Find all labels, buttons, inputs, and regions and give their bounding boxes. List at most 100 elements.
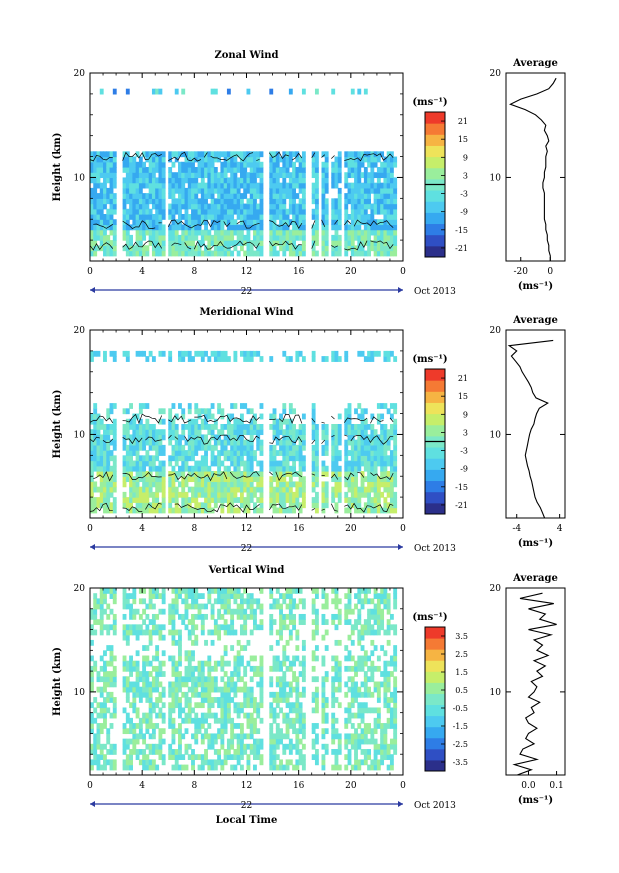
heatmap-cell bbox=[129, 486, 133, 493]
heatmap-cell bbox=[279, 450, 283, 456]
heatmap-cell bbox=[380, 728, 385, 735]
heatmap-cell bbox=[181, 460, 186, 467]
heatmap-cell bbox=[220, 712, 225, 719]
heatmap-cell bbox=[357, 707, 362, 714]
heatmap-cell bbox=[135, 439, 140, 446]
colorbar-swatch bbox=[425, 402, 445, 415]
heatmap-cell bbox=[363, 172, 368, 179]
heatmap-cell bbox=[292, 151, 297, 158]
heatmap-cell bbox=[370, 476, 375, 483]
heatmap-cell bbox=[389, 229, 394, 236]
heatmap-cell bbox=[217, 156, 222, 163]
heatmap-cell bbox=[109, 655, 114, 662]
heatmap-cell bbox=[380, 723, 385, 729]
heatmap-cell bbox=[217, 754, 222, 761]
heatmap-cell bbox=[246, 497, 251, 503]
heatmap-cell bbox=[370, 733, 375, 740]
heatmap-cell bbox=[256, 497, 261, 503]
heatmap-cell bbox=[138, 471, 143, 477]
heatmap-cell bbox=[389, 759, 394, 766]
heatmap-cell bbox=[223, 214, 228, 220]
heatmap-cell bbox=[103, 650, 107, 657]
heatmap-cell bbox=[279, 634, 283, 641]
heatmap-cell bbox=[93, 697, 98, 703]
heatmap-cell bbox=[285, 444, 290, 451]
heatmap-cell bbox=[151, 161, 156, 168]
heatmap-cell bbox=[148, 167, 153, 173]
x-tick-label: 12 bbox=[241, 524, 252, 534]
heatmap-cell bbox=[314, 208, 319, 215]
heatmap-cell bbox=[367, 455, 371, 462]
heatmap-cell bbox=[96, 743, 101, 750]
heatmap-cell bbox=[249, 198, 254, 205]
heatmap-cell bbox=[204, 502, 208, 509]
heatmap-cell bbox=[292, 707, 297, 714]
heatmap-cell bbox=[138, 408, 143, 415]
heatmap-cell bbox=[90, 624, 94, 631]
heatmap-cell bbox=[112, 224, 117, 231]
heatmap-cell bbox=[210, 613, 215, 620]
heatmap-cell bbox=[226, 161, 231, 168]
heatmap-cell bbox=[103, 497, 107, 503]
heatmap-cell bbox=[213, 187, 218, 194]
heatmap-cell bbox=[99, 707, 104, 714]
heatmap-cell bbox=[311, 665, 316, 672]
heatmap-cell bbox=[275, 193, 280, 199]
heatmap-cell bbox=[168, 439, 173, 446]
heatmap-cell bbox=[344, 151, 349, 158]
heatmap-cell bbox=[246, 691, 251, 698]
contour-line bbox=[89, 242, 114, 251]
heatmap-cell bbox=[138, 203, 143, 210]
heatmap-cell bbox=[226, 697, 231, 703]
heatmap-cell bbox=[389, 167, 394, 173]
heatmap-cell bbox=[207, 481, 212, 488]
heatmap-cell bbox=[204, 172, 208, 179]
heatmap-cell bbox=[386, 219, 391, 226]
heatmap-cell bbox=[298, 728, 303, 735]
heatmap-cell bbox=[367, 754, 371, 761]
heatmap-cell bbox=[220, 481, 225, 488]
heatmap-cell bbox=[129, 686, 133, 693]
heatmap-cell bbox=[288, 476, 293, 483]
heatmap-cell bbox=[200, 603, 205, 610]
heatmap-cell bbox=[376, 681, 381, 688]
heatmap-cell bbox=[389, 245, 394, 252]
heatmap-cell bbox=[367, 497, 371, 503]
heatmap-cell bbox=[360, 749, 365, 755]
heatmap-cell bbox=[383, 665, 388, 672]
heatmap-cell bbox=[360, 429, 365, 436]
heatmap-cell bbox=[191, 182, 195, 189]
heatmap-cell bbox=[354, 491, 358, 498]
heatmap-cell bbox=[90, 728, 94, 735]
heatmap-cell bbox=[239, 707, 244, 714]
heatmap-cell bbox=[331, 450, 336, 456]
heatmap-cell bbox=[259, 717, 264, 724]
heatmap-cell bbox=[135, 250, 140, 257]
heatmap-cell bbox=[249, 193, 254, 199]
heatmap-cell bbox=[109, 193, 114, 199]
heatmap-cell bbox=[331, 702, 336, 709]
heatmap-cell bbox=[142, 177, 147, 184]
heatmap-cell bbox=[171, 465, 176, 472]
heatmap-cell bbox=[217, 429, 222, 436]
heatmap-cell bbox=[106, 603, 111, 610]
heatmap-cell bbox=[236, 754, 241, 761]
heatmap-cell bbox=[204, 749, 208, 755]
heatmap-cell bbox=[135, 660, 140, 667]
heatmap-cell bbox=[204, 182, 208, 189]
heatmap-cell bbox=[389, 460, 394, 467]
heatmap-cell bbox=[191, 491, 195, 498]
heatmap-cell bbox=[249, 686, 254, 693]
heatmap-cell bbox=[295, 224, 300, 231]
heatmap-cell bbox=[285, 665, 290, 672]
heatmap-cell bbox=[324, 224, 329, 231]
heatmap-cell bbox=[357, 598, 362, 605]
heatmap-cell bbox=[187, 234, 192, 241]
heatmap-cell bbox=[347, 413, 352, 420]
heatmap-cell bbox=[288, 743, 293, 750]
heatmap-cell bbox=[301, 177, 306, 184]
heatmap-cell bbox=[148, 476, 153, 483]
heatmap-cell bbox=[207, 424, 212, 430]
heatmap-cell bbox=[347, 481, 352, 488]
heatmap-cell bbox=[181, 764, 186, 771]
